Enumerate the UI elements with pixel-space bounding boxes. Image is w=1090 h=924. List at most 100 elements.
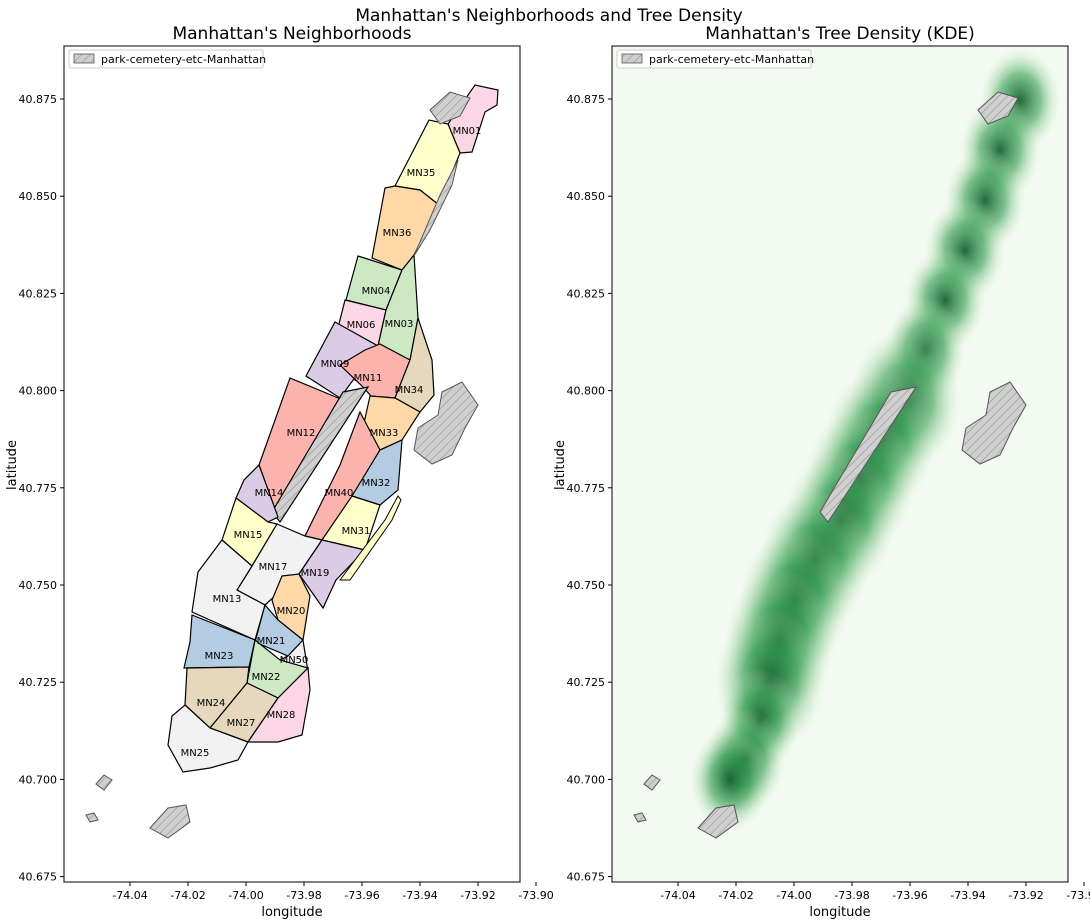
kde-density <box>690 48 1060 832</box>
y-tick-label: 40.725 <box>19 676 58 689</box>
y-tick-label: 40.825 <box>19 287 58 300</box>
roosevelt-island <box>339 495 402 581</box>
label-mn09: MN09 <box>321 359 350 370</box>
label-mn35: MN35 <box>407 168 436 179</box>
panel1-legend-label: park-cemetery-etc-Manhattan <box>101 53 266 66</box>
park-randalls-island <box>413 381 479 465</box>
y-tick-label: 40.775 <box>19 482 58 495</box>
x-tick-label: -73.92 <box>460 889 495 902</box>
label-mn20: MN20 <box>277 606 306 617</box>
panel1-ylabel: latitude <box>5 440 20 490</box>
label-mn21: MN21 <box>257 636 286 647</box>
label-mn33: MN33 <box>370 428 399 439</box>
label-mn24: MN24 <box>197 698 226 709</box>
y-tick-label: 40.800 <box>19 385 58 398</box>
central-park <box>271 386 370 524</box>
label-mn13: MN13 <box>213 594 242 605</box>
label-mn27: MN27 <box>227 718 256 729</box>
park-inwood <box>429 91 471 125</box>
panel2-legend: park-cemetery-etc-Manhattan <box>616 49 814 69</box>
x-tick-label: -74.00 <box>776 889 811 902</box>
panel2-legend-label: park-cemetery-etc-Manhattan <box>649 53 814 66</box>
nh-mn25 <box>167 704 249 773</box>
panel-neighborhoods: Manhattan's Neighborhoods <box>5 24 554 920</box>
panel1-title: Manhattan's Neighborhoods <box>172 24 411 44</box>
x-tick-label: -74.02 <box>718 889 753 902</box>
label-mn15: MN15 <box>234 530 263 541</box>
panel1-yticks: 40.875 40.850 40.825 40.800 40.775 40.750 40.7… <box>19 93 64 884</box>
label-mn36: MN36 <box>383 228 412 239</box>
panel1-xticks: -74.04 -74.02 -74.00 -73.98 -73.96 -73.94 -73.… <box>112 882 554 902</box>
y-tick-label: 40.850 <box>567 190 606 203</box>
label-mn25: MN25 <box>181 748 210 759</box>
y-tick-label: 40.750 <box>19 579 58 592</box>
label-mn01: MN01 <box>453 126 482 137</box>
label-mn06: MN06 <box>347 320 376 331</box>
panel2-yticks: 40.875 40.850 40.825 40.800 40.775 40.750 40.7… <box>567 93 612 884</box>
panel2-xlabel: longitude <box>809 905 870 920</box>
y-tick-label: 40.700 <box>19 773 58 786</box>
panel1-xlabel: longitude <box>261 905 322 920</box>
neighborhood-polygons <box>167 84 499 773</box>
x-tick-label: -73.96 <box>344 889 379 902</box>
park2-governors-island <box>697 804 739 839</box>
nh-mn19 <box>298 539 367 610</box>
y-tick-label: 40.825 <box>567 287 606 300</box>
panel1-parks <box>85 91 479 839</box>
y-tick-label: 40.850 <box>19 190 58 203</box>
panel1-legend: park-cemetery-etc-Manhattan <box>68 49 266 69</box>
label-mn22: MN22 <box>252 672 281 683</box>
park2-liberty-island <box>643 774 661 791</box>
label-mn32: MN32 <box>362 478 391 489</box>
figure-suptitle: Manhattan's Neighborhoods and Tree Densi… <box>355 6 742 26</box>
x-tick-label: -73.92 <box>1008 889 1043 902</box>
y-tick-label: 40.675 <box>19 871 58 884</box>
panel-tree-density: Manhattan's Tree Density (KDE) park-ceme… <box>553 24 1090 920</box>
label-mn34: MN34 <box>395 385 424 396</box>
label-mn17: MN17 <box>259 562 288 573</box>
x-tick-label: -74.02 <box>170 889 205 902</box>
label-mn40: MN40 <box>325 488 354 499</box>
x-tick-label: -73.96 <box>892 889 927 902</box>
y-tick-label: 40.875 <box>19 93 58 106</box>
y-tick-label: 40.775 <box>567 482 606 495</box>
label-mn04: MN04 <box>362 286 391 297</box>
panel2-parks <box>633 91 1027 839</box>
x-tick-label: -73.94 <box>402 889 437 902</box>
x-tick-label: -73.98 <box>286 889 321 902</box>
x-tick-label: -74.04 <box>112 889 147 902</box>
x-tick-label: -73.90 <box>1066 889 1090 902</box>
x-tick-label: -73.90 <box>518 889 553 902</box>
panel2-title: Manhattan's Tree Density (KDE) <box>705 24 975 44</box>
park-liberty-island <box>95 774 113 791</box>
panel2-ylabel: latitude <box>553 440 568 490</box>
park2-ellis-island <box>633 812 647 823</box>
label-mn31: MN31 <box>342 526 371 537</box>
nh-mn32 <box>351 439 403 506</box>
label-mn50: MN50 <box>280 655 309 666</box>
y-tick-label: 40.750 <box>567 579 606 592</box>
park2-central <box>819 386 918 523</box>
label-mn28: MN28 <box>267 710 296 721</box>
park-harlem-river <box>413 159 459 257</box>
label-mn19: MN19 <box>301 568 330 579</box>
label-mn11: MN11 <box>354 373 383 384</box>
y-tick-label: 40.875 <box>567 93 606 106</box>
label-mn23: MN23 <box>205 651 234 662</box>
panel2-xticks: -74.04 -74.02 -74.00 -73.98 -73.96 -73.94 -73.… <box>660 882 1090 902</box>
park-governors-island <box>149 804 191 839</box>
park2-randalls-island <box>961 381 1027 465</box>
y-tick-label: 40.725 <box>567 676 606 689</box>
x-tick-label: -73.98 <box>834 889 869 902</box>
label-mn14: MN14 <box>255 488 284 499</box>
y-tick-label: 40.675 <box>567 871 606 884</box>
park-ellis-island <box>85 812 99 823</box>
label-mn12: MN12 <box>287 428 316 439</box>
x-tick-label: -73.94 <box>950 889 985 902</box>
x-tick-label: -74.00 <box>228 889 263 902</box>
x-tick-label: -74.04 <box>660 889 695 902</box>
neighborhood-labels: MN01 MN35 MN36 MN04 MN06 MN03 MN09 MN11 … <box>181 126 482 759</box>
y-tick-label: 40.800 <box>567 385 606 398</box>
y-tick-label: 40.700 <box>567 773 606 786</box>
park2-inwood <box>977 91 1019 125</box>
